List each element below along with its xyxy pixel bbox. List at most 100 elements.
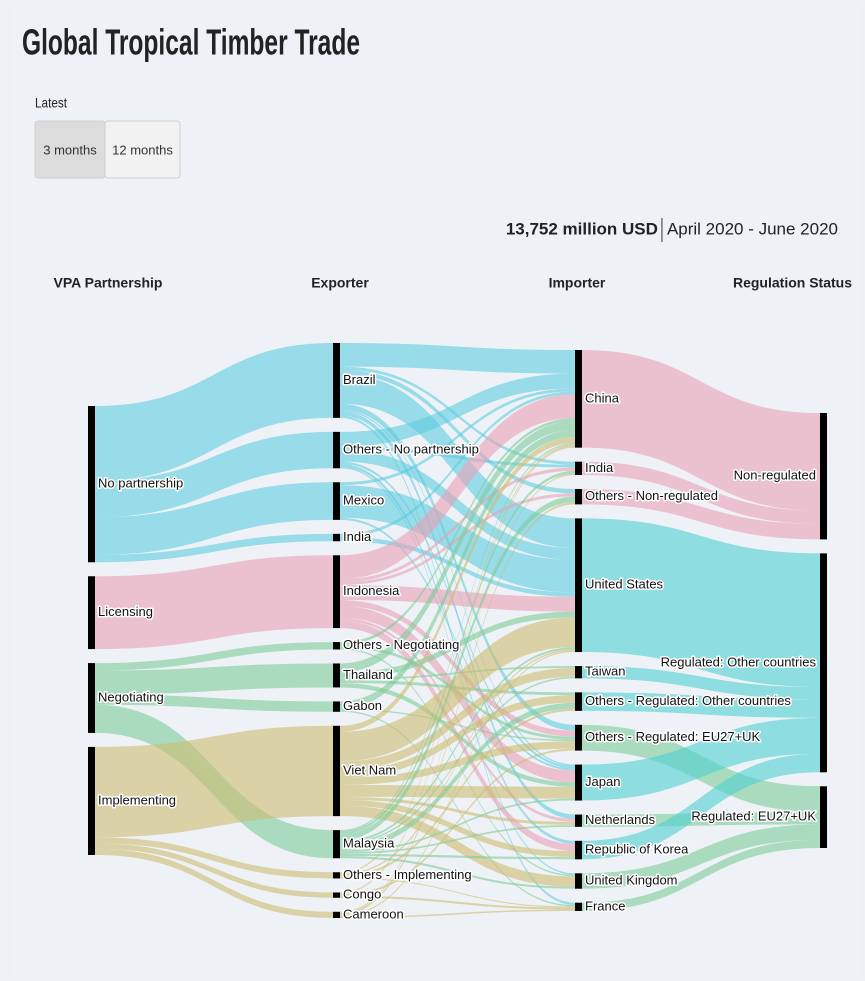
flow xyxy=(340,617,575,762)
node-label: Cameroon xyxy=(343,906,404,921)
column-header: Importer xyxy=(549,275,606,291)
node-label: Licensing xyxy=(98,604,153,619)
flow xyxy=(95,343,333,481)
flow xyxy=(340,409,575,767)
flow xyxy=(340,421,575,673)
button-box[interactable] xyxy=(104,120,181,179)
flow xyxy=(340,741,575,785)
node-bar xyxy=(333,533,340,542)
node-bar xyxy=(333,343,340,418)
column-header: VPA Partnership xyxy=(54,275,163,291)
flow xyxy=(340,796,575,825)
flow xyxy=(95,533,333,563)
flow xyxy=(582,692,820,718)
flow xyxy=(340,695,575,778)
flow xyxy=(340,708,575,878)
flow xyxy=(340,373,575,447)
flow xyxy=(95,555,333,650)
flow xyxy=(95,848,333,918)
node-label: Gabon xyxy=(343,698,382,713)
period-text: April 2020 - June 2020 xyxy=(667,219,838,238)
node-bar xyxy=(88,746,95,855)
flow xyxy=(582,812,820,827)
node-label: Indonesia xyxy=(343,583,400,598)
node-label: Negotiating xyxy=(98,689,164,704)
node-label: Congo xyxy=(343,887,381,902)
node-bar xyxy=(575,488,582,505)
period-buttons: 3 months 12 months xyxy=(34,120,181,179)
flow xyxy=(582,350,820,511)
node-label: Others - Regulated: Other countries xyxy=(585,693,791,708)
flow xyxy=(95,482,333,555)
flow xyxy=(340,856,575,889)
flow xyxy=(340,750,575,917)
node-bar xyxy=(333,555,340,629)
flow xyxy=(340,473,575,913)
flow xyxy=(340,702,575,851)
flow xyxy=(582,839,820,911)
node-label: China xyxy=(585,390,620,405)
node-bar xyxy=(88,576,95,650)
flow xyxy=(340,369,575,494)
node-label: Malaysia xyxy=(343,836,395,851)
node-bar xyxy=(575,764,582,801)
node-label: No partnership xyxy=(98,476,183,491)
flow xyxy=(582,461,820,524)
node-bar xyxy=(88,406,95,563)
node-bar xyxy=(333,642,340,650)
period-button[interactable]: 12 months xyxy=(104,120,181,179)
node-label: Regulated: EU27+UK xyxy=(691,809,816,824)
node-bar xyxy=(333,830,340,859)
flow xyxy=(340,909,575,918)
flow xyxy=(582,717,820,801)
node-bar xyxy=(333,892,340,898)
node-label: Taiwan xyxy=(585,664,625,679)
flow xyxy=(340,798,575,853)
node-bar xyxy=(333,482,340,520)
flow xyxy=(340,443,575,832)
flow xyxy=(582,824,820,889)
flow xyxy=(95,843,333,898)
flow xyxy=(340,418,575,646)
flow xyxy=(95,663,333,695)
node-label: Implementing xyxy=(98,792,176,807)
flow xyxy=(340,784,575,799)
flow xyxy=(340,710,575,907)
flow xyxy=(340,877,575,908)
column-header: Regulation Status xyxy=(733,275,852,291)
node-bar xyxy=(820,553,827,773)
flow xyxy=(340,496,575,841)
node-bar xyxy=(575,518,582,653)
flow xyxy=(340,388,575,486)
button-label[interactable]: 3 months xyxy=(43,142,97,157)
column-header: Exporter xyxy=(311,275,369,291)
flow xyxy=(340,666,575,681)
flow xyxy=(340,708,575,742)
node-bar xyxy=(333,911,340,918)
flow xyxy=(340,585,575,612)
node-bar xyxy=(88,663,95,733)
flow xyxy=(340,446,575,894)
flow xyxy=(340,824,575,854)
flow xyxy=(95,431,333,518)
flow xyxy=(95,694,333,712)
flow xyxy=(340,502,575,916)
node-bar xyxy=(575,692,582,711)
node-label: Others - Regulated: EU27+UK xyxy=(585,729,761,744)
flow xyxy=(582,518,820,688)
node-label: Non-regulated xyxy=(734,468,816,483)
node-label: Brazil xyxy=(343,372,376,387)
node-bar xyxy=(333,872,340,879)
flow xyxy=(582,753,820,860)
period-button[interactable]: 3 months xyxy=(34,120,106,179)
node-label: Japan xyxy=(585,774,620,789)
flow xyxy=(340,461,575,769)
node-bar xyxy=(575,873,582,889)
node-bar xyxy=(820,786,827,848)
button-label[interactable]: 12 months xyxy=(112,142,173,157)
node-label: Regulated: Other countries xyxy=(661,654,817,669)
node-bar xyxy=(820,413,827,540)
node-bar xyxy=(333,725,340,817)
